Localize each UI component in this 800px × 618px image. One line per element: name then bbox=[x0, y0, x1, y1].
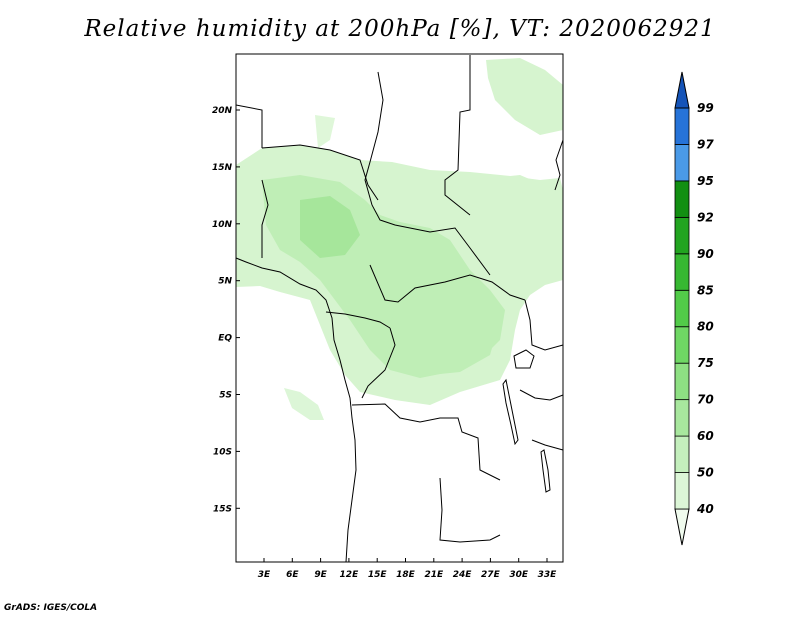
lon-tick-label: 27E bbox=[481, 570, 501, 580]
colorbar-level-label: 97 bbox=[697, 137, 714, 151]
lat-tick-label: EQ bbox=[218, 334, 232, 344]
lon-tick-label: 6E bbox=[286, 570, 299, 580]
lat-tick-label: 5N bbox=[218, 277, 232, 287]
colorbar-level-label: 50 bbox=[697, 466, 714, 480]
border-nigeria-niger bbox=[261, 144, 379, 201]
lat-tick-label: 15N bbox=[212, 163, 233, 173]
lon-tick-label: 9E bbox=[314, 570, 327, 580]
lon-tick-label: 18E bbox=[396, 570, 416, 580]
humidity-region-congo bbox=[390, 290, 500, 376]
humidity-region-north bbox=[315, 115, 335, 148]
colorbar-level-label: 90 bbox=[697, 247, 714, 261]
colorbar-segment bbox=[674, 289, 690, 328]
colorbar-level-label: 99 bbox=[697, 101, 714, 115]
humidity-region-north-east bbox=[486, 58, 563, 135]
colorbar-level-label: 80 bbox=[697, 320, 714, 334]
colorbar-segment bbox=[674, 326, 690, 364]
colorbar-level-label: 60 bbox=[697, 429, 714, 443]
lake-tanganyika bbox=[502, 378, 519, 446]
colorbar-level-label: 40 bbox=[696, 502, 714, 516]
lake-victoria bbox=[513, 349, 535, 369]
map-title: Relative humidity at 200hPa [%], VT: 202… bbox=[84, 16, 716, 42]
border-sahel-west bbox=[235, 104, 269, 258]
lat-tick-label: 10N bbox=[212, 220, 233, 230]
border-east-africa bbox=[519, 299, 564, 451]
lon-tick-label: 33E bbox=[538, 570, 558, 580]
colorbar: 40 50 60 70 75 80 85 90 92 95 97 99 bbox=[674, 71, 714, 546]
grads-credit: GrADS: IGES/COLA bbox=[4, 603, 98, 613]
colorbar-segment bbox=[674, 399, 690, 437]
border-chad-sudan bbox=[364, 71, 491, 276]
lat-tick-label: 5S bbox=[219, 391, 232, 401]
lat-tick-label: 20N bbox=[212, 106, 233, 116]
colorbar-level-label: 75 bbox=[697, 356, 714, 370]
longitude-axis: 3E 6E 9E 12E 15E 18E 21E 24E 27E 30E 33E bbox=[258, 558, 557, 580]
map-frame bbox=[235, 53, 564, 563]
border-libya-egypt bbox=[444, 55, 471, 216]
latitude-axis: 20N 15N 10N 5N EQ 5S 10S 15S bbox=[212, 106, 240, 514]
colorbar-over-triangle bbox=[674, 71, 690, 109]
colorbar-level-label: 70 bbox=[697, 393, 714, 407]
border-car-drc bbox=[369, 264, 526, 303]
border-congo-drc bbox=[361, 327, 396, 399]
colorbar-segment bbox=[674, 435, 690, 473]
lat-tick-label: 15S bbox=[213, 504, 232, 514]
colorbar-segment bbox=[674, 180, 690, 218]
lake-malawi bbox=[540, 449, 551, 493]
map-boundaries bbox=[235, 55, 564, 563]
colorbar-under-triangle bbox=[674, 508, 690, 546]
humidity-shading bbox=[236, 58, 563, 420]
lon-tick-label: 3E bbox=[258, 570, 271, 580]
colorbar-level-label: 85 bbox=[697, 283, 714, 297]
colorbar-level-label: 92 bbox=[697, 210, 714, 224]
humidity-region-core bbox=[300, 196, 360, 258]
lat-tick-label: 10S bbox=[213, 447, 232, 457]
border-angola-drc bbox=[351, 403, 501, 481]
colorbar-level-label: 95 bbox=[697, 174, 714, 188]
colorbar-segment bbox=[674, 107, 690, 145]
colorbar-segment bbox=[674, 362, 690, 401]
coastline-east-africa bbox=[554, 139, 564, 191]
coastline-west-africa bbox=[235, 257, 357, 563]
humidity-region-east bbox=[470, 175, 563, 275]
border-cameroon-gabon bbox=[325, 311, 391, 329]
colorbar-segment bbox=[674, 472, 690, 510]
lon-tick-label: 24E bbox=[453, 570, 473, 580]
border-angola-zambia bbox=[439, 477, 501, 543]
lon-tick-label: 30E bbox=[509, 570, 529, 580]
colorbar-segment bbox=[674, 216, 690, 255]
colorbar-segment bbox=[674, 253, 690, 291]
lon-tick-label: 12E bbox=[340, 570, 360, 580]
humidity-region-atlantic bbox=[284, 388, 324, 420]
colorbar-segment bbox=[674, 144, 690, 182]
lon-tick-label: 21E bbox=[424, 570, 444, 580]
lon-tick-label: 15E bbox=[368, 570, 388, 580]
